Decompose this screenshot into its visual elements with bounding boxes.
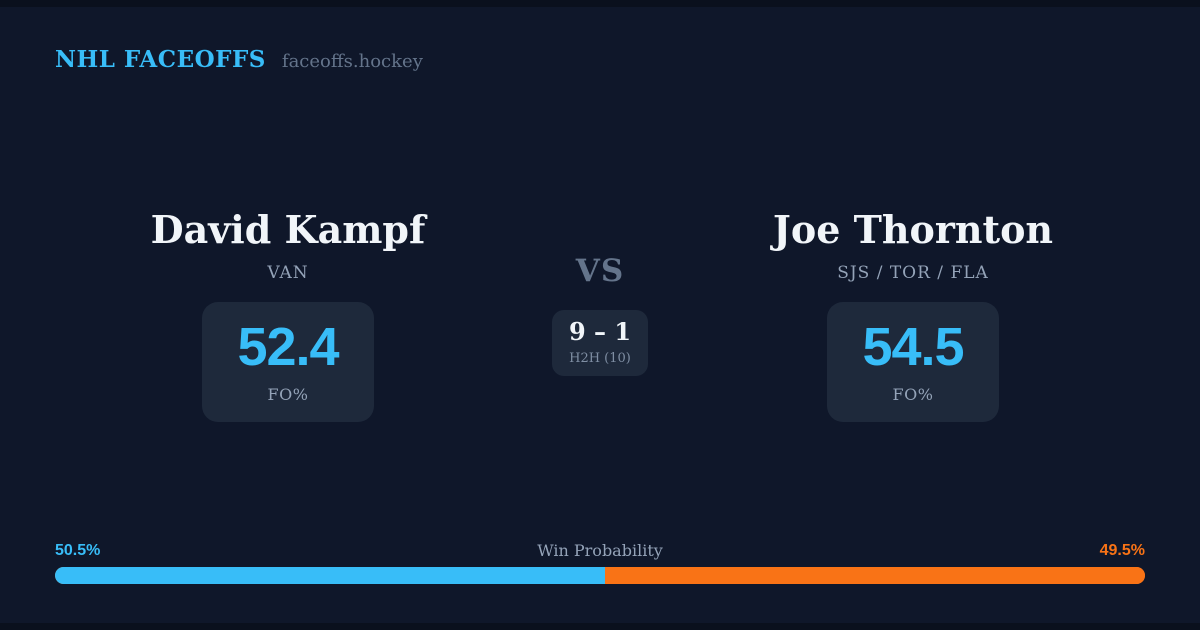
win-probability-bar-right-segment — [605, 567, 1145, 584]
versus-panel: VS 9 – 1 H2H (10) — [500, 251, 700, 376]
h2h-score: 9 – 1 — [568, 317, 632, 346]
stat-label-right: FO% — [892, 385, 934, 404]
header: NHL FACEOFFS faceoffs.hockey — [55, 46, 423, 73]
player-name-left: David Kampf — [150, 207, 426, 252]
site-url: faceoffs.hockey — [281, 51, 423, 72]
player-name-right: Joe Thornton — [772, 207, 1054, 252]
player-panel-right: Joe Thornton SJS / TOR / FLA 54.5 FO% — [733, 206, 1093, 422]
top-border-strip — [0, 0, 1200, 7]
stat-label-left: FO% — [267, 385, 309, 404]
h2h-label: H2H (10) — [569, 351, 631, 366]
vs-label: VS — [575, 253, 625, 289]
stat-box-left: 52.4 FO% — [202, 302, 374, 422]
stat-box-right: 54.5 FO% — [827, 302, 999, 422]
win-probability-title: Win Probability — [537, 541, 663, 560]
win-probability-bar-left-segment — [55, 567, 606, 584]
stat-value-left: 52.4 — [237, 317, 339, 377]
stat-value-right: 54.5 — [862, 317, 964, 377]
win-probability-right-pct: 49.5% — [1099, 542, 1145, 559]
player-panel-left: David Kampf VAN 52.4 FO% — [108, 206, 468, 422]
win-probability-labels: 50.5% Win Probability 49.5% — [55, 540, 1145, 562]
brand-title: NHL FACEOFFS — [55, 46, 266, 73]
win-probability-left-pct: 50.5% — [55, 542, 101, 559]
player-teams-right: SJS / TOR / FLA — [837, 263, 989, 283]
h2h-box: 9 – 1 H2H (10) — [552, 310, 648, 376]
win-probability-bar — [55, 567, 1145, 584]
player-teams-left: VAN — [267, 263, 309, 283]
bottom-border-strip — [0, 623, 1200, 630]
